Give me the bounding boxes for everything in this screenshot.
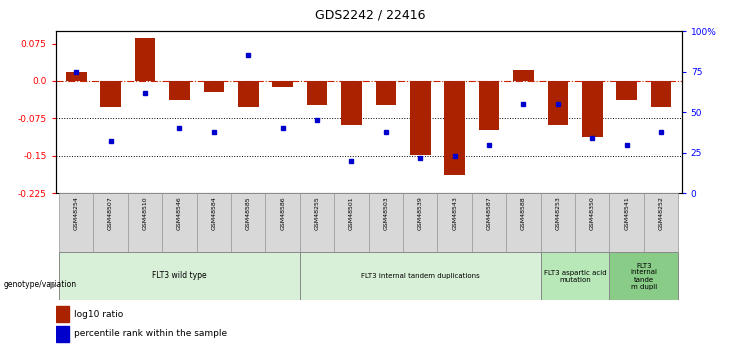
Bar (204, 81, 224, 92)
Text: GSM48254: GSM48254 (73, 196, 79, 230)
Bar (651, 81, 671, 107)
Bar (376, 81, 396, 105)
Text: GDS2242 / 22416: GDS2242 / 22416 (315, 9, 426, 22)
Text: ▶: ▶ (50, 280, 58, 289)
Bar (59, 252, 300, 300)
Text: GSM48253: GSM48253 (555, 196, 560, 230)
Bar (334, 193, 368, 252)
Bar (410, 81, 431, 155)
Bar (609, 252, 678, 300)
Text: GSM48541: GSM48541 (624, 196, 629, 230)
Text: log10 ratio: log10 ratio (74, 310, 123, 319)
Bar (472, 193, 506, 252)
Bar (479, 81, 499, 130)
Text: GSM48252: GSM48252 (659, 196, 664, 230)
Bar (66, 72, 87, 81)
Text: FLT3 wild type: FLT3 wild type (152, 272, 207, 280)
Bar (445, 81, 465, 175)
Text: GSM48546: GSM48546 (177, 196, 182, 230)
Text: GSM48586: GSM48586 (280, 196, 285, 230)
Text: GSM48507: GSM48507 (108, 196, 113, 230)
Bar (368, 193, 403, 252)
Text: GSM48501: GSM48501 (349, 196, 354, 230)
Bar (609, 193, 644, 252)
Bar (617, 81, 637, 100)
Bar (300, 193, 334, 252)
Bar (548, 81, 568, 125)
Bar (341, 81, 362, 125)
Bar (100, 81, 121, 107)
Bar (231, 193, 265, 252)
Text: GSM48585: GSM48585 (246, 196, 250, 230)
Bar (307, 81, 328, 105)
Text: GSM48255: GSM48255 (314, 196, 319, 230)
Bar (300, 252, 541, 300)
Text: GSM48539: GSM48539 (418, 196, 423, 230)
Bar (437, 193, 472, 252)
Bar (513, 70, 534, 81)
Bar (541, 252, 609, 300)
Text: FLT3 aspartic acid
mutation: FLT3 aspartic acid mutation (544, 269, 606, 283)
Text: FLT3 internal tandem duplications: FLT3 internal tandem duplications (361, 273, 479, 279)
Bar (238, 81, 259, 107)
Bar (582, 81, 602, 137)
Bar (56, 326, 68, 342)
Bar (506, 193, 541, 252)
Bar (93, 193, 127, 252)
Bar (162, 193, 196, 252)
Bar (272, 81, 293, 87)
Bar (56, 306, 68, 322)
Bar (575, 193, 609, 252)
Text: genotype/variation: genotype/variation (4, 280, 77, 289)
Text: FLT3
internal
tande
m dupli: FLT3 internal tande m dupli (631, 263, 657, 289)
Bar (135, 38, 156, 81)
Text: GSM48510: GSM48510 (142, 196, 147, 230)
Text: GSM48587: GSM48587 (487, 196, 491, 230)
Bar (644, 193, 678, 252)
Bar (169, 81, 190, 100)
Text: percentile rank within the sample: percentile rank within the sample (74, 329, 227, 338)
Bar (196, 193, 231, 252)
Text: GSM48503: GSM48503 (383, 196, 388, 230)
Bar (127, 193, 162, 252)
Text: GSM48350: GSM48350 (590, 196, 595, 230)
Bar (265, 193, 300, 252)
Bar (59, 193, 93, 252)
Text: GSM48584: GSM48584 (211, 196, 216, 230)
Bar (403, 193, 437, 252)
Text: GSM48588: GSM48588 (521, 196, 526, 230)
Bar (541, 193, 575, 252)
Text: GSM48543: GSM48543 (452, 196, 457, 230)
